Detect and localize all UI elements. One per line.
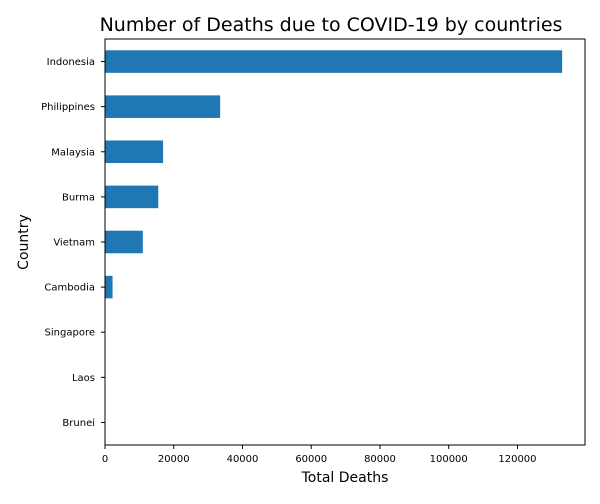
- y-tick-label: Cambodia: [44, 283, 95, 294]
- bar-vietnam: [105, 231, 143, 254]
- bar-malaysia: [105, 141, 163, 164]
- y-tick-label: Brunei: [62, 418, 95, 429]
- chart-title: Number of Deaths due to COVID-19 by coun…: [100, 14, 563, 36]
- y-tick-label: Singapore: [45, 328, 95, 339]
- bar-burma: [105, 186, 158, 209]
- y-tick-label: Vietnam: [53, 238, 95, 249]
- bar-indonesia: [105, 50, 562, 73]
- bar-cambodia: [105, 276, 113, 299]
- x-tick-label: 20000: [158, 454, 190, 465]
- x-axis-label: Total Deaths: [301, 470, 389, 486]
- y-tick-label: Indonesia: [47, 57, 95, 68]
- x-tick-label: 0: [102, 454, 108, 465]
- y-axis-label: Country: [16, 214, 32, 270]
- bars-layer: [105, 50, 562, 433]
- x-tick-label: 120000: [498, 454, 536, 465]
- x-tick-label: 100000: [430, 454, 468, 465]
- y-tick-label: Philippines: [41, 102, 95, 113]
- x-tick-label: 40000: [227, 454, 259, 465]
- x-tick-label: 80000: [364, 454, 396, 465]
- y-tick-label: Burma: [62, 192, 95, 203]
- x-tick-label: 60000: [295, 454, 327, 465]
- bar-philippines: [105, 95, 220, 118]
- y-tick-label: Malaysia: [51, 147, 95, 158]
- y-tick-label: Laos: [72, 373, 95, 384]
- ticks-layer: Indonesia Philippines Malaysia Burma Vietnam…: [41, 57, 536, 465]
